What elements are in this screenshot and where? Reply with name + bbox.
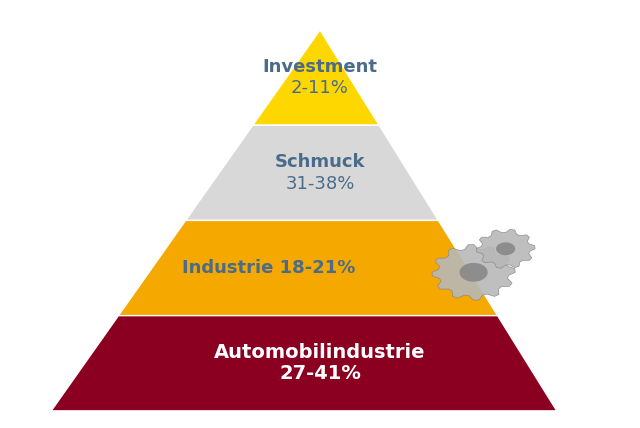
Text: Automobilindustrie: Automobilindustrie [214, 343, 426, 362]
Text: 27-41%: 27-41% [279, 365, 361, 383]
Text: Investment: Investment [262, 58, 378, 76]
Polygon shape [496, 242, 515, 255]
Polygon shape [460, 263, 488, 282]
Polygon shape [186, 125, 438, 220]
Text: Schmuck: Schmuck [275, 153, 365, 171]
Text: Industrie 18-21%: Industrie 18-21% [182, 259, 355, 277]
Polygon shape [253, 30, 380, 125]
Text: 2-11%: 2-11% [291, 79, 349, 97]
Polygon shape [476, 229, 535, 268]
Polygon shape [432, 244, 515, 300]
Polygon shape [51, 316, 557, 411]
Text: 31-38%: 31-38% [285, 175, 355, 193]
Polygon shape [118, 220, 498, 316]
